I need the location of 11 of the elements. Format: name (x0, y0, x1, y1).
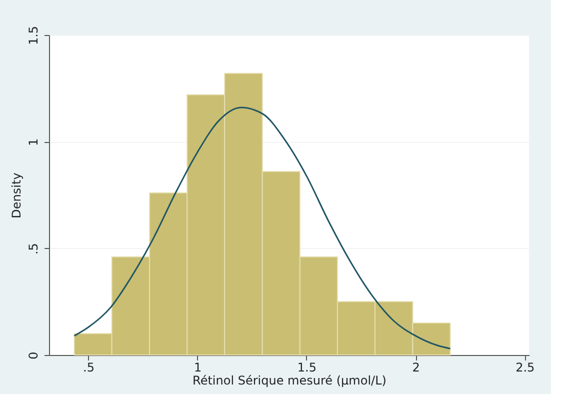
y-tick-label: 1.5 (26, 26, 40, 46)
y-axis-title: Density (10, 172, 24, 218)
x-tick-label: 2 (412, 360, 420, 374)
x-tick-label: 2.5 (516, 360, 535, 374)
x-tick-label: 1 (194, 360, 202, 374)
y-tick-label: 0 (26, 352, 40, 360)
x-axis-title: Rétinol Sérique mesuré (µmol/L) (192, 374, 386, 388)
x-tick-label: .5 (83, 360, 94, 374)
x-tick-label: 1.5 (297, 360, 316, 374)
y-tick-label: 1 (26, 138, 40, 146)
y-tick-label: .5 (26, 243, 40, 255)
